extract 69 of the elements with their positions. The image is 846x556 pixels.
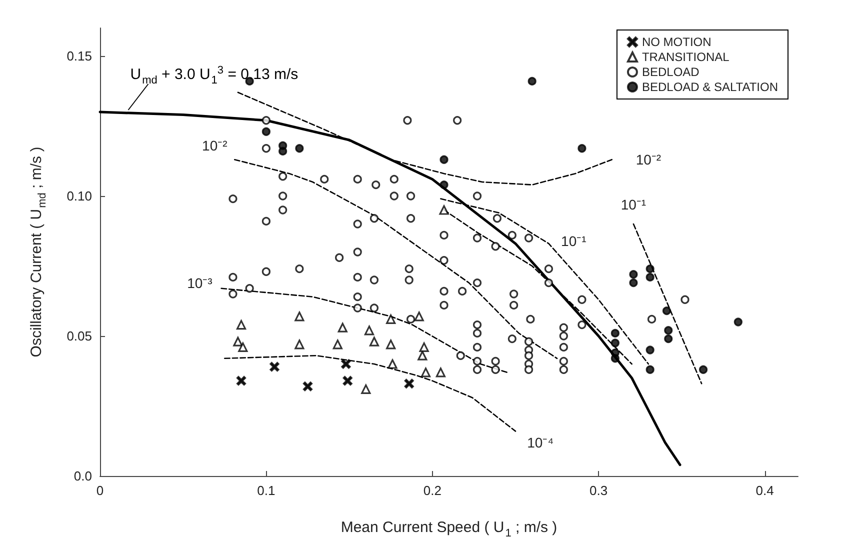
point bbox=[342, 376, 352, 386]
y-tick-label: 0.05 bbox=[66, 328, 92, 344]
point bbox=[528, 76, 536, 86]
point bbox=[270, 362, 280, 372]
point bbox=[369, 336, 380, 346]
annotation: 10⁻² bbox=[202, 138, 228, 154]
legend-label: BEDLOAD & SALTATION bbox=[642, 80, 778, 94]
point bbox=[629, 270, 638, 279]
line-series bbox=[220, 288, 508, 374]
point bbox=[386, 314, 396, 324]
point bbox=[364, 326, 374, 336]
legend-label: TRANSITIONAL bbox=[642, 50, 730, 64]
annotation: 10⁻⁴ bbox=[527, 434, 554, 450]
point bbox=[341, 359, 351, 369]
point bbox=[294, 312, 304, 322]
line-series bbox=[234, 158, 558, 360]
point bbox=[236, 320, 246, 330]
point bbox=[338, 322, 348, 332]
point bbox=[361, 384, 371, 394]
x-tick-label: 0 bbox=[96, 483, 104, 498]
point bbox=[734, 318, 742, 326]
line-series bbox=[224, 354, 516, 432]
point bbox=[646, 272, 654, 282]
point bbox=[440, 155, 448, 164]
point bbox=[646, 365, 654, 374]
y-tick-label: 0.0 bbox=[74, 468, 92, 484]
point bbox=[664, 334, 673, 344]
point bbox=[440, 180, 448, 190]
annotation: 10⁻³ bbox=[187, 274, 213, 291]
point bbox=[386, 340, 396, 350]
point bbox=[646, 346, 654, 354]
point bbox=[610, 328, 620, 338]
y-axis-title: Oscillatory Current ( Umd ; m/s ) bbox=[28, 146, 48, 358]
point bbox=[418, 350, 428, 360]
legend-label: NO MOTION bbox=[642, 35, 712, 49]
point bbox=[610, 354, 620, 363]
point bbox=[420, 368, 431, 378]
point bbox=[233, 336, 243, 346]
annotation: 10⁻¹ bbox=[620, 196, 646, 212]
annotation: 10⁻² bbox=[636, 152, 662, 168]
point bbox=[262, 127, 270, 136]
point bbox=[662, 306, 672, 316]
point bbox=[436, 368, 446, 378]
point bbox=[610, 338, 620, 348]
point bbox=[414, 312, 424, 322]
y-tick-label: 0.10 bbox=[66, 188, 92, 204]
point bbox=[439, 205, 449, 215]
point bbox=[664, 326, 673, 335]
point bbox=[646, 264, 654, 274]
y-tick-label: 0.15 bbox=[66, 48, 92, 64]
point bbox=[698, 365, 708, 374]
point bbox=[236, 376, 246, 386]
point bbox=[419, 342, 429, 352]
point bbox=[278, 146, 288, 156]
annotation: 10⁻¹ bbox=[561, 232, 587, 249]
x-tick-label: 0.1 bbox=[257, 483, 276, 498]
point bbox=[404, 378, 414, 388]
point bbox=[294, 340, 304, 350]
point bbox=[388, 359, 398, 369]
point bbox=[302, 382, 313, 392]
point bbox=[578, 144, 586, 153]
point bbox=[295, 144, 304, 153]
point bbox=[332, 340, 342, 350]
x-tick-label: 0.4 bbox=[756, 483, 774, 498]
x-tick-label: 0.2 bbox=[423, 483, 442, 498]
point bbox=[629, 278, 638, 288]
x-tick-label: 0.3 bbox=[590, 483, 608, 498]
legend-label: BEDLOAD bbox=[642, 65, 700, 79]
point bbox=[238, 342, 248, 352]
